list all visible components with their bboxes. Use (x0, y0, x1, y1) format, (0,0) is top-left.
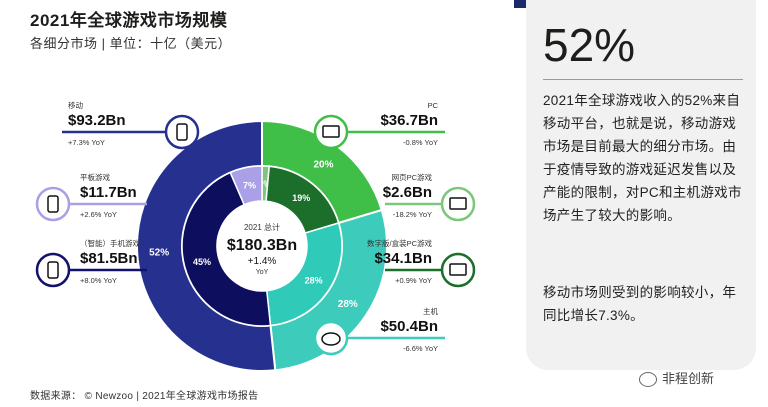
panel-paragraph-1: 2021年全球游戏收入的52%来自移动平台，也就是说，移动游戏市场是目前最大的细… (543, 93, 742, 223)
segment-value: $2.6Bn (383, 184, 432, 201)
inner-slice-0 (181, 171, 272, 327)
segment-growth: -0.8% YoY (403, 138, 438, 147)
headline-percent: 52% (543, 19, 636, 71)
segment-name: 移动 (68, 100, 83, 110)
segment-name: 网页PC游戏 (392, 172, 433, 182)
segment-value: $11.7Bn (80, 184, 137, 201)
panel-paragraph-2: 移动市场则受到的影响较小，年同比增长7.3%。 (543, 285, 737, 323)
donut-chart: 20% 28% 52% 1% 19% 28% 45% 7% 2021 总计 $180.3Bn +1.… (35, 100, 476, 372)
segment-growth: +0.9% YoY (395, 276, 432, 285)
center-disc (217, 201, 307, 291)
segment-name: （智能）手机游戏 (80, 238, 140, 248)
segment-icon-device (35, 186, 71, 222)
segment-name: PC (428, 101, 439, 110)
outer-pct-label: 20% (313, 159, 333, 170)
center-total-label: 2021 总计 (244, 222, 280, 232)
inner-pct-label: 45% (193, 257, 211, 267)
segment-icon-device (35, 252, 71, 288)
segment-value: $93.2Bn (68, 112, 126, 129)
outer-pct-label: 52% (149, 247, 169, 258)
wechat-name: 非程创新 (662, 371, 715, 386)
info-panel (526, 0, 756, 370)
segment-icon-pad (313, 320, 349, 356)
segment-value: $81.5Bn (80, 250, 138, 267)
segment-icon-monitor (313, 114, 349, 150)
phone-icon (47, 261, 59, 279)
inner-pct-label: 28% (305, 275, 323, 285)
corner-mark (514, 0, 528, 8)
segment-growth: +7.3% YoY (68, 138, 105, 147)
chart-title: 2021年全球游戏市场规模 (30, 11, 228, 30)
wechat-icon (639, 372, 657, 388)
segment-value: $36.7Bn (380, 112, 438, 129)
inner-pct-label: 7% (243, 180, 256, 190)
monitor-icon (322, 125, 340, 138)
wechat-account[interactable]: 非程创新 (639, 368, 715, 388)
segment-icon-device (164, 114, 200, 150)
outer-pct-label: 28% (338, 299, 358, 310)
segment-growth: +8.0% YoY (80, 276, 117, 285)
segment-name: 平板游戏 (80, 172, 110, 182)
inner-pct-label: 19% (292, 193, 310, 203)
segment-icon-monitor (440, 186, 476, 222)
phone-icon (47, 195, 59, 213)
phone-icon (176, 123, 188, 141)
segment-value: $34.1Bn (374, 250, 432, 267)
monitor-icon (449, 263, 467, 276)
chart-subtitle: 各细分市场 | 单位：十亿（美元） (30, 36, 232, 51)
segment-growth: +2.6% YoY (80, 210, 117, 219)
center-total-value: $180.3Bn (227, 237, 297, 254)
segment-growth: -18.2% YoY (393, 210, 432, 219)
inner-pct-label: 1% (258, 179, 271, 189)
center-growth-unit: YoY (256, 269, 269, 276)
data-source: 数据来源： © Newzoo | 2021年全球游戏市场报告 (30, 391, 259, 402)
gamepad-icon (321, 332, 341, 346)
segment-name: 主机 (423, 306, 438, 316)
segment-growth: -6.6% YoY (403, 344, 438, 353)
segment-icon-monitor (440, 252, 476, 288)
segment-name: 数字版/盒装PC游戏 (367, 238, 433, 248)
segment-value: $50.4Bn (380, 318, 438, 335)
divider (543, 79, 743, 80)
monitor-icon (449, 197, 467, 210)
center-growth: +1.4% (248, 256, 277, 267)
